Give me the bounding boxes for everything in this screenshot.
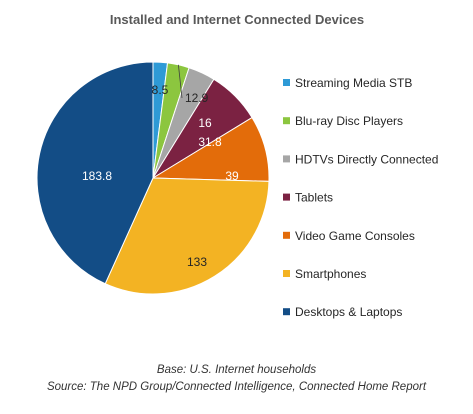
legend-label-1: Streaming Media STB [295,76,412,90]
legend-label-2: Blu-ray Disc Players [295,114,403,128]
legend: Streaming Media STB Blu-ray Disc Players H… [283,76,438,319]
legend-label-6: Smartphones [295,267,366,281]
data-label-1: 8.5 [152,83,169,97]
pie-slice-7 [36,61,154,285]
legend-swatch-3 [283,155,290,163]
legend-swatch-7 [283,308,290,316]
base-note: Base: U.S. Internet households [156,364,317,376]
chart-title: Installed and Internet Connected Devices [110,12,364,27]
data-label-3: 16 [198,116,212,130]
data-labels: 8.5 12.9 16 31.8 39 133 183.8 [82,83,239,269]
leader-lines [178,64,183,99]
source-note: Source: The NPD Group/Connected Intellig… [46,381,427,393]
data-label-5: 39 [225,169,239,183]
data-label-2: 12.9 [185,91,209,105]
legend-label-5: Video Game Consoles [295,229,415,243]
legend-label-7: Desktops & Laptops [295,305,402,319]
leader-line-2 [178,64,183,99]
legend-swatch-2 [283,117,290,125]
legend-swatch-6 [283,270,290,277]
legend-swatch-4 [283,193,290,201]
data-label-6: 133 [187,255,207,269]
legend-label-4: Tablets [295,191,333,205]
pie-slices [36,61,270,295]
legend-label-3: HDTVs Directly Connected [295,152,438,166]
data-label-7: 183.8 [82,169,112,183]
legend-swatch-5 [283,231,290,239]
pie-slice-6 [104,177,270,295]
data-label-4: 31.8 [198,135,222,149]
legend-swatch-1 [283,79,290,86]
